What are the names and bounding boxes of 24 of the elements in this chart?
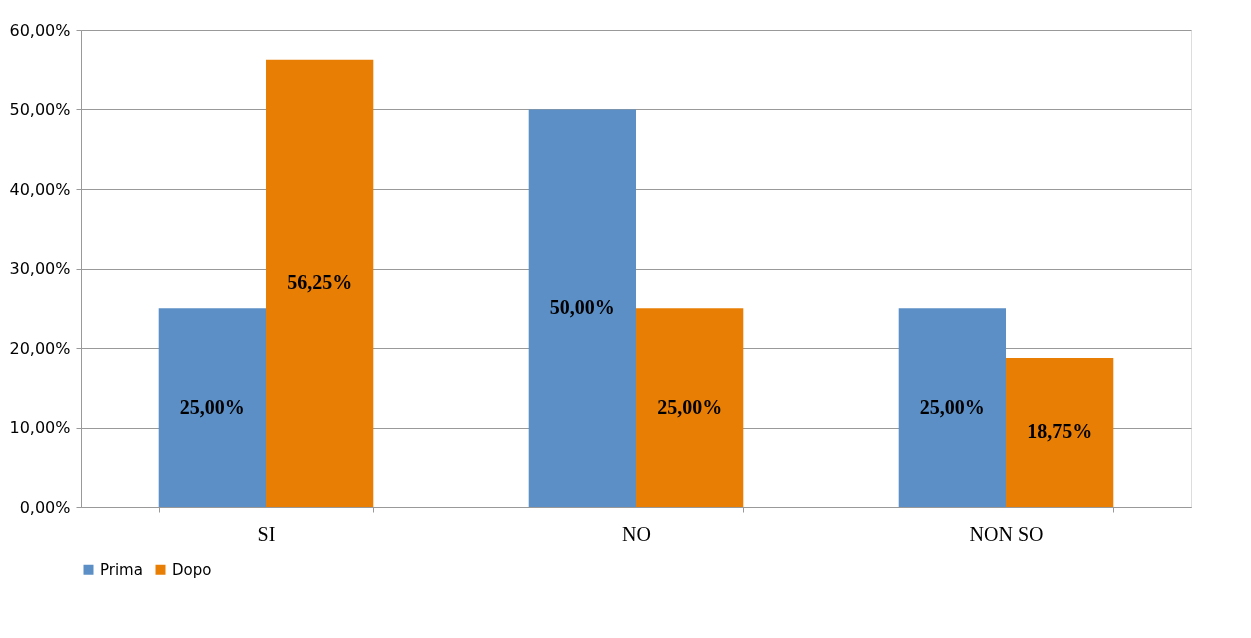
data-label: 50,00% — [549, 296, 615, 319]
data-label: 25,00% — [919, 395, 985, 418]
x-tick-label: NO — [622, 522, 651, 545]
y-tick-label: 40,00% — [9, 179, 71, 199]
bar — [898, 308, 1006, 507]
data-label: 56,25% — [287, 271, 353, 294]
y-tick-label: 20,00% — [9, 338, 71, 358]
bar — [528, 109, 636, 507]
y-tick-label: 50,00% — [9, 100, 71, 119]
data-label: 18,75% — [1027, 420, 1093, 443]
data-label: 25,00% — [179, 395, 245, 418]
x-tick-label: SI — [257, 522, 276, 545]
y-tick-label: 60,00% — [9, 20, 71, 40]
y-tick-label: 30,00% — [9, 259, 71, 278]
bar — [636, 308, 744, 507]
legend-label: Dopo — [172, 560, 212, 579]
y-tick-label: 10,00% — [9, 418, 71, 437]
data-label: 25,00% — [657, 395, 723, 418]
x-tick-label: NON SO — [969, 522, 1044, 545]
bar — [266, 59, 374, 507]
y-tick-label: 0,00% — [19, 497, 71, 517]
bar — [158, 308, 266, 507]
legend-label: Prima — [100, 560, 143, 579]
bar — [1006, 357, 1114, 507]
